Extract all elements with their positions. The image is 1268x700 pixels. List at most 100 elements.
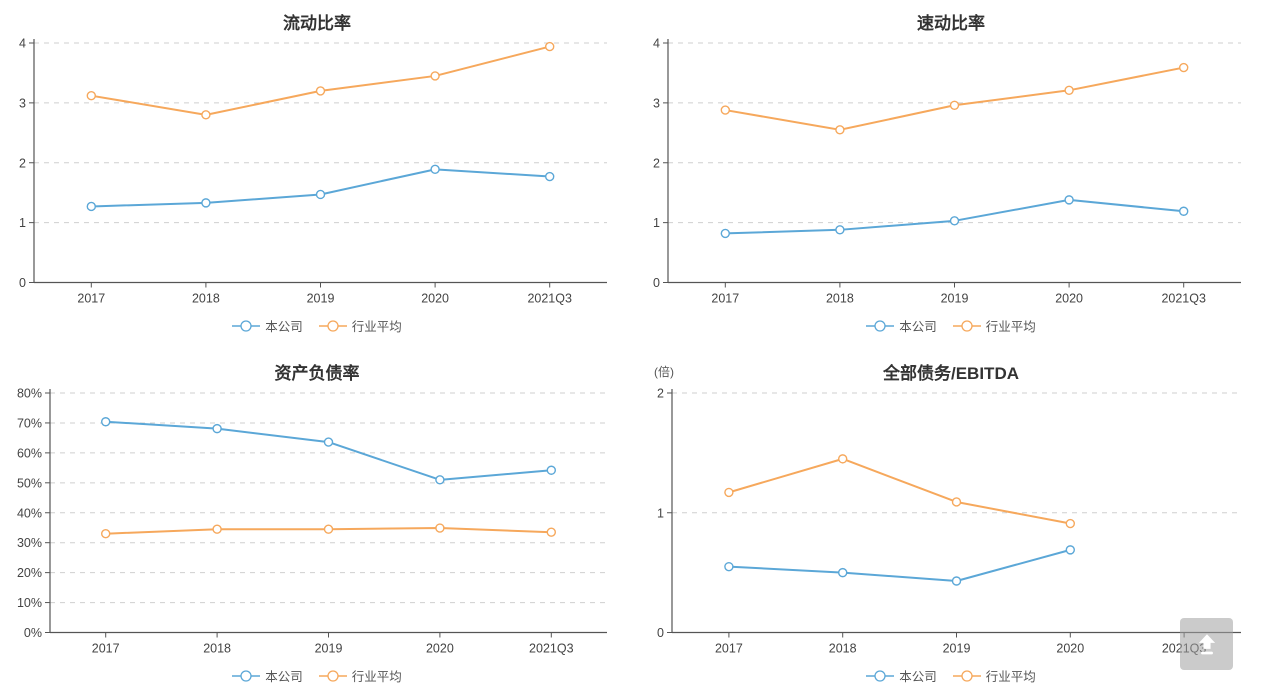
data-point xyxy=(1064,85,1074,96)
legend-marker-icon xyxy=(952,669,981,682)
y-tick-label: 40% xyxy=(17,506,42,520)
chart-debt-ebitda: (倍) 全部债务/EBITDA 01220172018201920202021Q… xyxy=(634,350,1268,700)
y-tick-label: 60% xyxy=(17,446,42,460)
data-point xyxy=(545,171,555,182)
data-point xyxy=(949,100,960,110)
legend-marker-icon xyxy=(232,319,261,332)
legend-item-industry[interactable]: 行业平均 xyxy=(318,316,402,335)
data-point xyxy=(546,527,556,537)
x-tick-label: 2017 xyxy=(715,642,743,656)
x-tick-label: 2020 xyxy=(426,642,454,656)
data-point xyxy=(951,576,962,586)
x-tick-label: 2017 xyxy=(77,292,105,306)
legend-label: 本公司 xyxy=(899,670,937,684)
chart-title: 资产负债率 xyxy=(274,364,360,383)
legend-marker-icon xyxy=(232,669,261,682)
data-point xyxy=(435,523,445,533)
legend-marker-icon xyxy=(318,669,347,682)
y-tick-label: 0% xyxy=(24,626,42,640)
legend-label: 本公司 xyxy=(265,320,303,334)
y-tick-label: 0 xyxy=(19,276,26,290)
x-tick-label: 2018 xyxy=(203,642,231,656)
x-tick-label: 2021Q3 xyxy=(1161,292,1206,306)
data-point xyxy=(430,164,440,175)
data-point xyxy=(1065,518,1075,529)
data-point xyxy=(100,529,111,539)
data-point xyxy=(951,497,962,507)
legend-item-company[interactable]: 本公司 xyxy=(866,666,937,685)
data-point xyxy=(86,201,97,212)
legend-marker-icon xyxy=(318,319,347,332)
legend-item-industry[interactable]: 行业平均 xyxy=(318,666,402,685)
data-point xyxy=(724,487,734,498)
x-tick-label: 2017 xyxy=(711,292,739,306)
chart-quick-ratio: 速动比率 0 1 2 3 4 2017 2018 2019 2020 2021Q3 本公司 行业平… xyxy=(634,0,1268,350)
arrow-up-icon xyxy=(1198,634,1215,655)
plot-area: 0 1 2 3 4 2017 2018 2019 2020 2021Q3 xyxy=(653,37,1241,306)
y-tick-label: 1 xyxy=(19,216,26,230)
plot-area: 01220172018201920202021Q3 xyxy=(657,387,1241,656)
legend-item-company[interactable]: 本公司 xyxy=(866,316,937,335)
x-tick-label: 2019 xyxy=(315,642,343,656)
chart-title: 速动比率 xyxy=(917,14,985,33)
data-point xyxy=(315,86,326,96)
plot-area: 0% 10% 20% 30% 40% 50% 60% 70% 80% 2017 2018 2019 20… xyxy=(17,387,607,656)
chart-title: 流动比率 xyxy=(283,14,351,33)
data-point xyxy=(435,475,445,485)
y-axis-unit-label: (倍) xyxy=(654,365,674,379)
y-tick-label: 30% xyxy=(17,536,42,550)
y-tick-label: 3 xyxy=(653,96,660,110)
data-point xyxy=(315,189,326,200)
data-point xyxy=(100,417,111,427)
y-tick-label: 0 xyxy=(653,276,660,290)
data-point xyxy=(323,524,334,534)
series-line xyxy=(727,457,1072,525)
legend-marker-icon xyxy=(866,669,895,682)
y-tick-label: 80% xyxy=(17,387,42,401)
x-tick-label: 2019 xyxy=(307,292,335,306)
legend-marker-icon xyxy=(866,319,895,332)
legend: 本公司 行业平均 xyxy=(0,666,634,685)
x-tick-label: 2020 xyxy=(1055,292,1083,306)
x-tick-label: 2020 xyxy=(421,292,449,306)
y-tick-label: 50% xyxy=(17,476,42,490)
legend-label: 本公司 xyxy=(265,670,303,684)
x-tick-label: 2019 xyxy=(941,292,969,306)
legend-circle xyxy=(874,319,886,332)
legend-label: 行业平均 xyxy=(985,320,1036,334)
legend-item-industry[interactable]: 行业平均 xyxy=(952,666,1036,685)
data-point xyxy=(949,216,960,226)
legend-item-company[interactable]: 本公司 xyxy=(232,316,303,335)
legend-label: 行业平均 xyxy=(351,670,402,684)
chart-debt-asset-ratio: 资产负债率 0% 10% 20% 30% 40% 50% 60% 70% 80% 2017 2018… xyxy=(0,350,634,700)
legend: 本公司 行业平均 xyxy=(634,316,1268,335)
back-to-top-button[interactable] xyxy=(1180,618,1233,670)
x-tick-label: 2018 xyxy=(829,642,857,656)
legend-item-company[interactable]: 本公司 xyxy=(232,666,303,685)
chart-title: 全部债务/EBITDA xyxy=(883,364,1019,383)
x-tick-label: 2021Q3 xyxy=(529,642,574,656)
y-tick-label: 4 xyxy=(19,37,26,51)
y-tick-label: 0 xyxy=(657,626,664,640)
x-tick-label: 2018 xyxy=(192,292,220,306)
y-tick-label: 10% xyxy=(17,596,42,610)
data-point xyxy=(1179,62,1189,73)
y-tick-label: 2 xyxy=(657,387,664,401)
legend-circle xyxy=(240,669,252,682)
series-line xyxy=(90,168,551,208)
x-tick-label: 2020 xyxy=(1056,642,1084,656)
data-point xyxy=(201,110,211,120)
data-point xyxy=(724,561,734,572)
x-tick-label: 2021Q3 xyxy=(527,292,572,306)
y-tick-label: 1 xyxy=(657,506,664,520)
data-point xyxy=(837,454,848,464)
series-line xyxy=(727,548,1072,583)
data-point xyxy=(720,105,731,115)
legend-circle xyxy=(327,669,339,682)
legend-circle xyxy=(961,319,973,332)
data-point xyxy=(837,567,848,578)
legend-label: 行业平均 xyxy=(985,670,1036,684)
data-point xyxy=(1179,206,1189,216)
legend-item-industry[interactable]: 行业平均 xyxy=(952,316,1036,335)
